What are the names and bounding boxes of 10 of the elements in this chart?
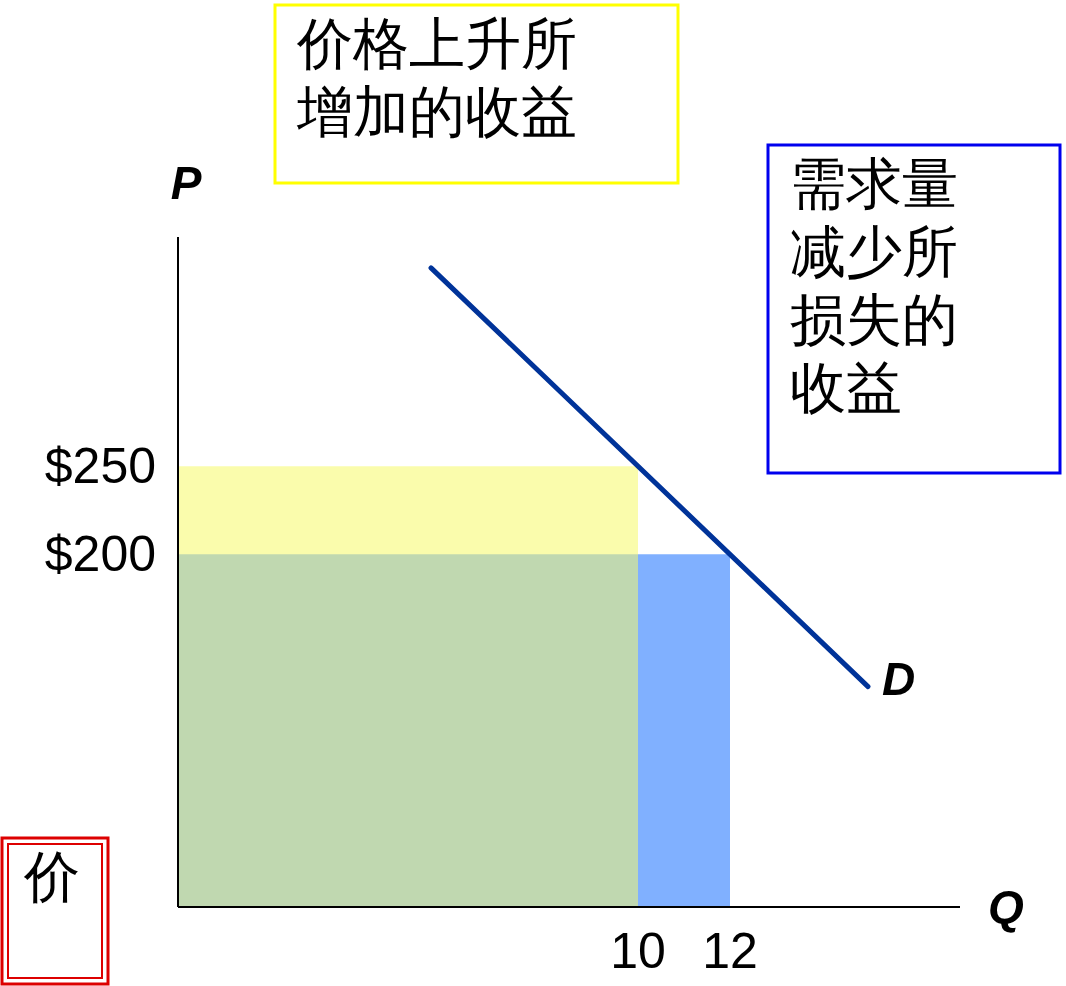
annotation: D bbox=[882, 652, 916, 705]
x-tick-label: 10 bbox=[610, 923, 666, 979]
text: 价格上升所增加的收益 bbox=[296, 12, 577, 143]
y-tick-label: $200 bbox=[44, 526, 156, 583]
y-tick-label: $250 bbox=[44, 438, 156, 495]
text: 价 bbox=[23, 845, 80, 908]
y-axis-title: P bbox=[170, 157, 202, 209]
annotation: 需求量减少所损失的收益 bbox=[790, 152, 958, 419]
x-tick-label: 12 bbox=[702, 923, 758, 979]
x-axis-title: Q bbox=[988, 881, 1025, 933]
